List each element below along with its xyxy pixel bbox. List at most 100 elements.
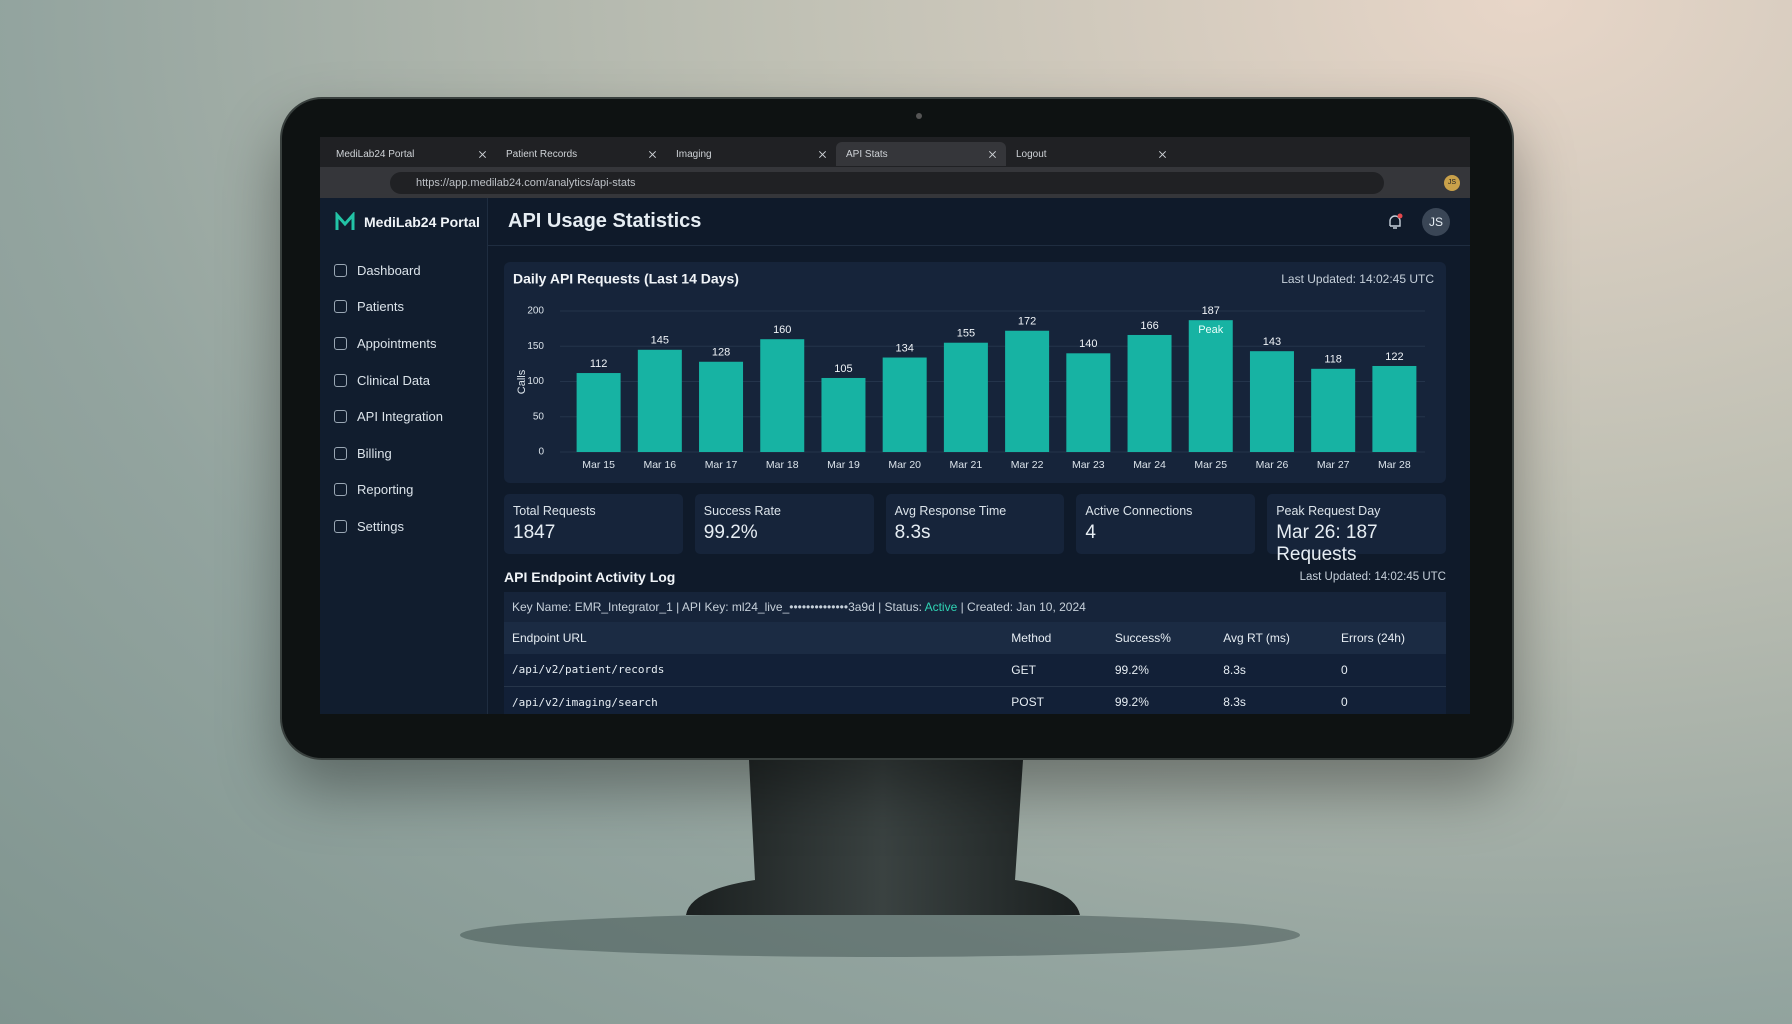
data-label: 105	[834, 363, 852, 375]
stat-card: Peak Request Day Mar 26: 187 Requests	[1267, 494, 1446, 565]
nav-icon	[334, 336, 347, 350]
nav-item[interactable]: Settings	[334, 508, 487, 545]
data-label: 122	[1385, 351, 1403, 363]
stat-card: Total Requests 1847	[504, 494, 683, 554]
stat-label: Active Connections	[1085, 504, 1193, 518]
tab-title: Logout	[1016, 148, 1047, 160]
app: MediLab24 Portal Dashboard Patients Appoin…	[320, 198, 1470, 714]
tab-title: Patient Records	[506, 148, 578, 160]
brand: MediLab24 Portal	[334, 212, 487, 232]
bar	[637, 349, 682, 452]
x-tick-label: Mar 22	[1011, 459, 1044, 471]
bar	[943, 342, 988, 452]
brand-name: MediLab24 Portal	[364, 214, 480, 230]
table-cell: 0	[1332, 654, 1446, 687]
profile[interactable]: JS	[1444, 174, 1460, 191]
notifications[interactable]	[1386, 213, 1404, 231]
nav-icon	[334, 300, 347, 314]
tab-title: API Stats	[846, 148, 888, 160]
data-label: 172	[1018, 316, 1036, 328]
bar	[1372, 365, 1417, 452]
x-tick-label: Mar 16	[643, 459, 676, 471]
nav-item[interactable]: Dashboard	[334, 252, 487, 289]
browser-tab[interactable]: Imaging	[666, 142, 836, 166]
y-tick-label: 150	[527, 341, 544, 352]
nav-item[interactable]: Clinical Data	[334, 362, 487, 399]
tab-close[interactable]	[479, 151, 486, 158]
nav-item[interactable]: API Integration	[334, 398, 487, 435]
url: https://app.medilab24.com/analytics/api-…	[416, 176, 636, 189]
x-tick-label: Mar 26	[1256, 459, 1289, 471]
bar	[821, 377, 866, 452]
table-body: /api/v2/patient/records GET 99.2% 8.3s 0/api…	[504, 654, 1446, 714]
nav-item[interactable]: Reporting	[334, 472, 487, 509]
peak-annotation: Peak	[1198, 324, 1224, 336]
stats: Total Requests 1847 Success Rate 99.2% Avg R…	[504, 494, 1446, 565]
page-title: API Usage Statistics	[508, 210, 702, 232]
stat-label: Peak Request Day	[1276, 504, 1381, 518]
bar	[699, 361, 744, 452]
tab-close[interactable]	[1159, 151, 1166, 158]
y-axis-label: Calls	[516, 369, 528, 394]
bar	[1066, 353, 1111, 452]
data-label: 143	[1263, 336, 1281, 348]
avatar[interactable]: JS	[1422, 207, 1450, 236]
bar	[576, 373, 621, 452]
log-header: API Endpoint Activity Log Last Updated: 1…	[504, 564, 1446, 590]
nav-label: Settings	[357, 518, 404, 534]
tab-close[interactable]	[649, 151, 656, 158]
key-info-text: Key Name: EMR_Integrator_1 | API Key: ml…	[512, 600, 925, 614]
key-status: Active	[924, 600, 958, 614]
nav-label: Appointments	[357, 335, 437, 351]
nav-item[interactable]: Appointments	[334, 325, 487, 362]
data-label: 160	[773, 324, 791, 336]
key-info-text: | Created: Jan 10, 2024	[957, 600, 1086, 614]
nav-icon	[334, 410, 347, 424]
address-field[interactable]: https://app.medilab24.com/analytics/api-…	[390, 171, 1384, 194]
table-cell: 0	[1332, 686, 1446, 714]
column-header: Success%	[1106, 622, 1216, 654]
endpoint-table: Endpoint URL Method Success% Avg RT (ms) Err…	[504, 622, 1446, 714]
data-label: 112	[590, 358, 608, 370]
table-cell: POST	[1003, 686, 1107, 714]
stat-value: Mar 26: 187 Requests	[1276, 522, 1378, 565]
stat-label: Total Requests	[513, 504, 596, 518]
x-tick-label: Mar 28	[1378, 459, 1411, 471]
table-cell: 99.2%	[1106, 686, 1216, 714]
bar	[1311, 368, 1356, 452]
data-label: 155	[957, 328, 975, 340]
tab-close[interactable]	[819, 151, 826, 158]
browser-tab[interactable]: Patient Records	[496, 142, 666, 166]
nav-label: API Integration	[357, 409, 443, 425]
table-row: /api/v2/imaging/search POST 99.2% 8.3s 0	[504, 686, 1446, 714]
tab-close[interactable]	[989, 151, 996, 158]
log-title: API Endpoint Activity Log	[504, 569, 676, 585]
browser-tab[interactable]: MediLab24 Portal	[326, 142, 496, 166]
table-header: Endpoint URL Method Success% Avg RT (ms) Err…	[504, 622, 1446, 654]
browser-tab[interactable]: API Stats	[836, 142, 1006, 166]
chart-panel: Daily API Requests (Last 14 Days) Last U…	[504, 262, 1446, 483]
data-label: 134	[895, 342, 913, 354]
bar	[1188, 320, 1233, 452]
column-header: Endpoint URL	[504, 622, 1004, 654]
browser-tab[interactable]: Logout	[1006, 142, 1176, 166]
table-cell: /api/v2/imaging/search	[504, 686, 1004, 714]
y-tick-label: 100	[527, 376, 544, 387]
x-tick-label: Mar 23	[1072, 459, 1105, 471]
nav-label: Reporting	[357, 482, 414, 498]
x-tick-label: Mar 17	[705, 459, 738, 471]
nav-item[interactable]: Billing	[334, 435, 487, 472]
main: API Usage Statistics JS Daily API Reques…	[488, 198, 1470, 714]
url-bar: https://app.medilab24.com/analytics/api-…	[320, 167, 1470, 198]
stat-value: 99.2%	[703, 522, 758, 543]
x-tick-label: Mar 21	[950, 459, 983, 471]
table-cell: GET	[1003, 654, 1107, 687]
stat-value: 8.3s	[894, 522, 931, 543]
nav-item[interactable]: Patients	[334, 289, 487, 326]
chart-updated: Last Updated: 14:02:45 UTC	[1281, 272, 1434, 286]
nav-label: Patients	[357, 299, 404, 315]
x-tick-label: Mar 19	[827, 459, 860, 471]
data-label: 140	[1079, 338, 1097, 350]
key-info: Key Name: EMR_Integrator_1 | API Key: ml…	[504, 592, 1446, 622]
